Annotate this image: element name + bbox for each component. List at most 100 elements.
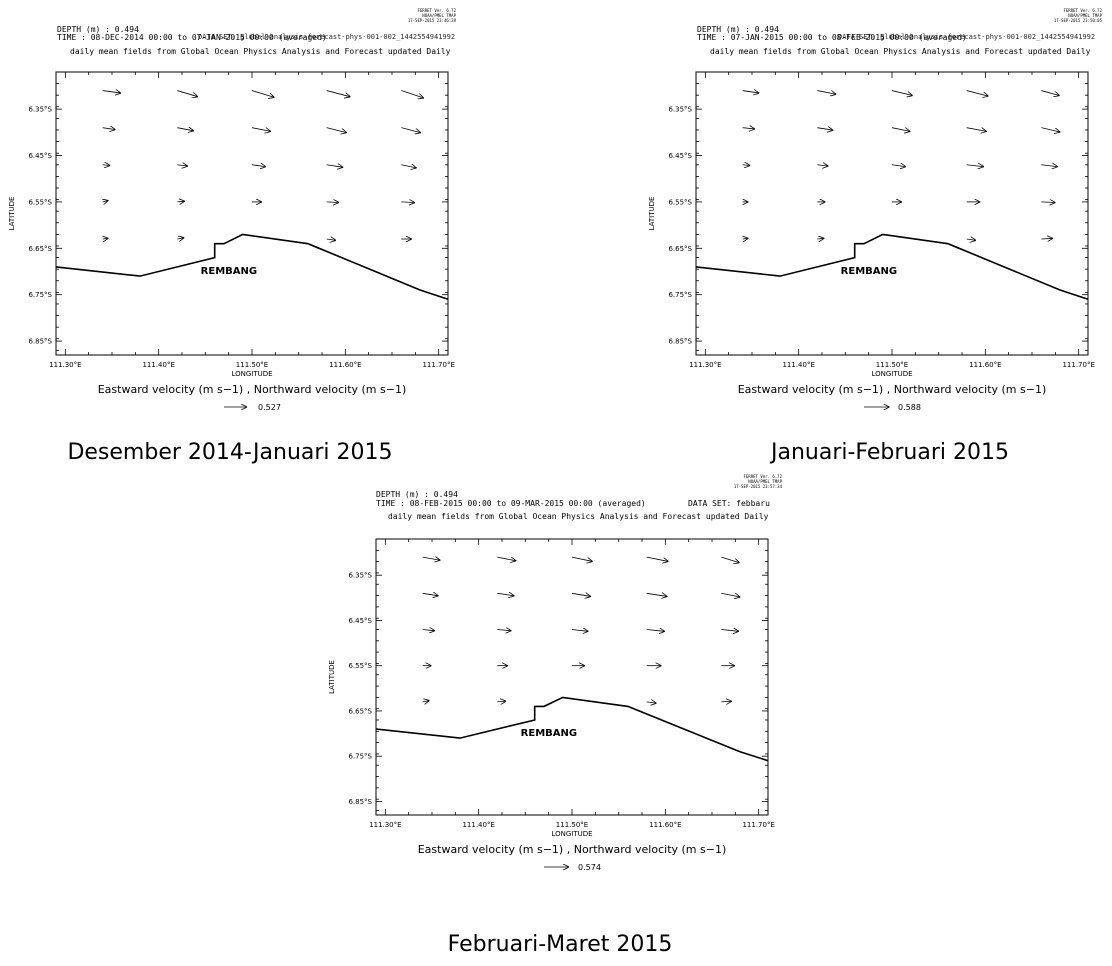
vector-chart-3: 111.30°E 111.40°E 111.50°E 111.60°E 111.70°E… (328, 538, 775, 872)
reference-value: 0.588 (898, 403, 921, 412)
y-tick-label: 6.55°S (348, 662, 372, 670)
velocity-arrow (177, 90, 197, 97)
velocity-arrow (1041, 127, 1059, 132)
velocity-arrow (326, 127, 346, 133)
x-tick-label: 111.50°E (236, 361, 268, 369)
y-tick-label: 6.65°S (28, 245, 52, 253)
x-tick-label: 111.60°E (329, 361, 361, 369)
velocity-arrow (177, 238, 183, 239)
velocity-arrow (326, 165, 343, 167)
x-tick-label: 111.60°E (649, 821, 681, 829)
panel-caption: Januari-Februari 2015 (771, 440, 1009, 465)
y-tick-label: 6.75°S (28, 291, 52, 299)
y-tick-label: 6.45°S (668, 152, 692, 160)
y-tick-label: 6.45°S (28, 152, 52, 160)
reference-value: 0.574 (578, 863, 601, 872)
x-tick-label: 111.50°E (876, 361, 908, 369)
plot-frame (375, 538, 769, 816)
vector-chart-1: 111.30°E 111.40°E 111.50°E 111.60°E 111.70°E… (8, 71, 455, 412)
panel-caption: Desember 2014-Januari 2015 (67, 440, 393, 465)
velocity-arrow (646, 593, 667, 596)
y-tick-label: 6.35°S (28, 106, 52, 114)
coastline (695, 233, 1089, 301)
ferret-stamp: FERRET Ver. 6.72 NOAA/PMEL TMAP 17-SEP-2… (706, 474, 782, 489)
vector-title: Eastward velocity (m s−1) , Northward ve… (98, 383, 407, 396)
ferret-org: NOAA/PMEL TMAP (748, 479, 782, 484)
vector-title: Eastward velocity (m s−1) , Northward ve… (418, 843, 727, 856)
time-label: TIME : 08-DEC-2014 00:00 to 07-JAN-2015 … (57, 33, 327, 42)
depth-label: DEPTH (m) : 0.494 (376, 490, 458, 499)
dataset-label: DATA SET: febbaru (688, 499, 770, 508)
velocity-arrow (102, 165, 110, 166)
velocity-arrow (742, 165, 750, 166)
velocity-arrow (966, 165, 983, 167)
velocity-arrow (743, 238, 748, 239)
plot-frame (695, 71, 1089, 356)
x-tick-label: 111.50°E (556, 821, 588, 829)
velocity-arrow (891, 127, 909, 132)
ferret-version: FERRET Ver. 6.72 (743, 474, 782, 479)
velocity-arrow (326, 202, 338, 203)
subtitle: daily mean fields from Global Ocean Phys… (70, 47, 451, 56)
velocity-arrow (571, 629, 588, 631)
y-tick-label: 6.85°S (28, 338, 52, 346)
plot-frame (55, 71, 449, 356)
subtitle: daily mean fields from Global Ocean Phys… (388, 512, 769, 521)
time-label: TIME : 08-FEB-2015 00:00 to 09-MAR-2015 … (376, 499, 646, 508)
chart-panel-3: FERRET Ver. 6.72 NOAA/PMEL TMAP 17-SEP-2… (320, 470, 790, 966)
velocity-arrow (742, 128, 754, 129)
ferret-date: 17-SEP-2015 23:57:34 (733, 484, 782, 489)
place-label: REMBANG (521, 728, 577, 739)
y-tick-label: 6.45°S (348, 617, 372, 625)
x-tick-label: 111.70°E (1062, 361, 1094, 369)
velocity-arrow (817, 128, 832, 130)
ferret-stamp: FERRET Ver. 6.72 NOAA/PMEL TMAP 17-SEP-2… (1026, 8, 1102, 23)
coastline (55, 233, 449, 301)
velocity-arrow (103, 238, 108, 239)
ferret-version: FERRET Ver. 6.72 (417, 8, 456, 13)
velocity-arrow (497, 701, 505, 702)
velocity-arrow (422, 593, 438, 595)
velocity-arrow (422, 629, 434, 630)
velocity-arrow (251, 127, 270, 132)
velocity-arrow (177, 201, 184, 202)
velocity-arrow (571, 556, 592, 561)
chart-panel-1: FERRET Ver. 6.72 NOAA/PMEL TMAP 17-SEP-2… (0, 0, 460, 470)
dataset-label: DATA SET: global-analysis-forecast-phys-… (838, 33, 1096, 41)
velocity-arrow (1041, 202, 1054, 203)
velocity-arrow (497, 556, 515, 561)
velocity-arrow (646, 702, 656, 703)
velocity-arrow (251, 90, 274, 98)
velocity-arrow (102, 91, 120, 93)
ferret-version: FERRET Ver. 6.72 (1063, 8, 1102, 13)
x-tick-label: 111.40°E (462, 821, 494, 829)
velocity-arrow (817, 238, 823, 239)
y-tick-label: 6.55°S (668, 198, 692, 206)
velocity-arrow (571, 593, 590, 596)
velocity-arrow (497, 593, 513, 595)
dataset-label: DATA SET: global-analysis-forecast-phys-… (198, 33, 456, 41)
x-axis-label: LONGITUDE (871, 370, 912, 378)
y-axis-label: LATITUDE (648, 197, 656, 231)
subtitle: daily mean fields from Global Ocean Phys… (710, 47, 1091, 56)
y-tick-label: 6.85°S (348, 798, 372, 806)
velocity-arrow (103, 201, 108, 202)
ferret-org: NOAA/PMEL TMAP (422, 13, 456, 18)
velocity-arrow (721, 629, 738, 631)
x-tick-label: 111.70°E (422, 361, 454, 369)
velocity-arrow (721, 701, 731, 702)
y-tick-label: 6.85°S (668, 338, 692, 346)
ferret-org: NOAA/PMEL TMAP (1068, 13, 1102, 18)
coastline (375, 696, 769, 762)
y-tick-label: 6.75°S (668, 291, 692, 299)
reference-value: 0.527 (258, 403, 281, 412)
place-label: REMBANG (841, 266, 897, 277)
velocity-arrow (646, 556, 668, 561)
velocity-arrow (102, 128, 115, 130)
y-tick-label: 6.35°S (668, 106, 692, 114)
time-label: TIME : 07-JAN-2015 00:00 to 08-FEB-2015 … (697, 33, 967, 42)
y-axis-label: LATITUDE (8, 197, 16, 231)
vector-chart-2: 111.30°E 111.40°E 111.50°E 111.60°E 111.70°E… (648, 71, 1095, 412)
velocity-arrow (401, 127, 420, 133)
chart-panel-2: FERRET Ver. 6.72 NOAA/PMEL TMAP 17-SEP-2… (640, 0, 1112, 470)
